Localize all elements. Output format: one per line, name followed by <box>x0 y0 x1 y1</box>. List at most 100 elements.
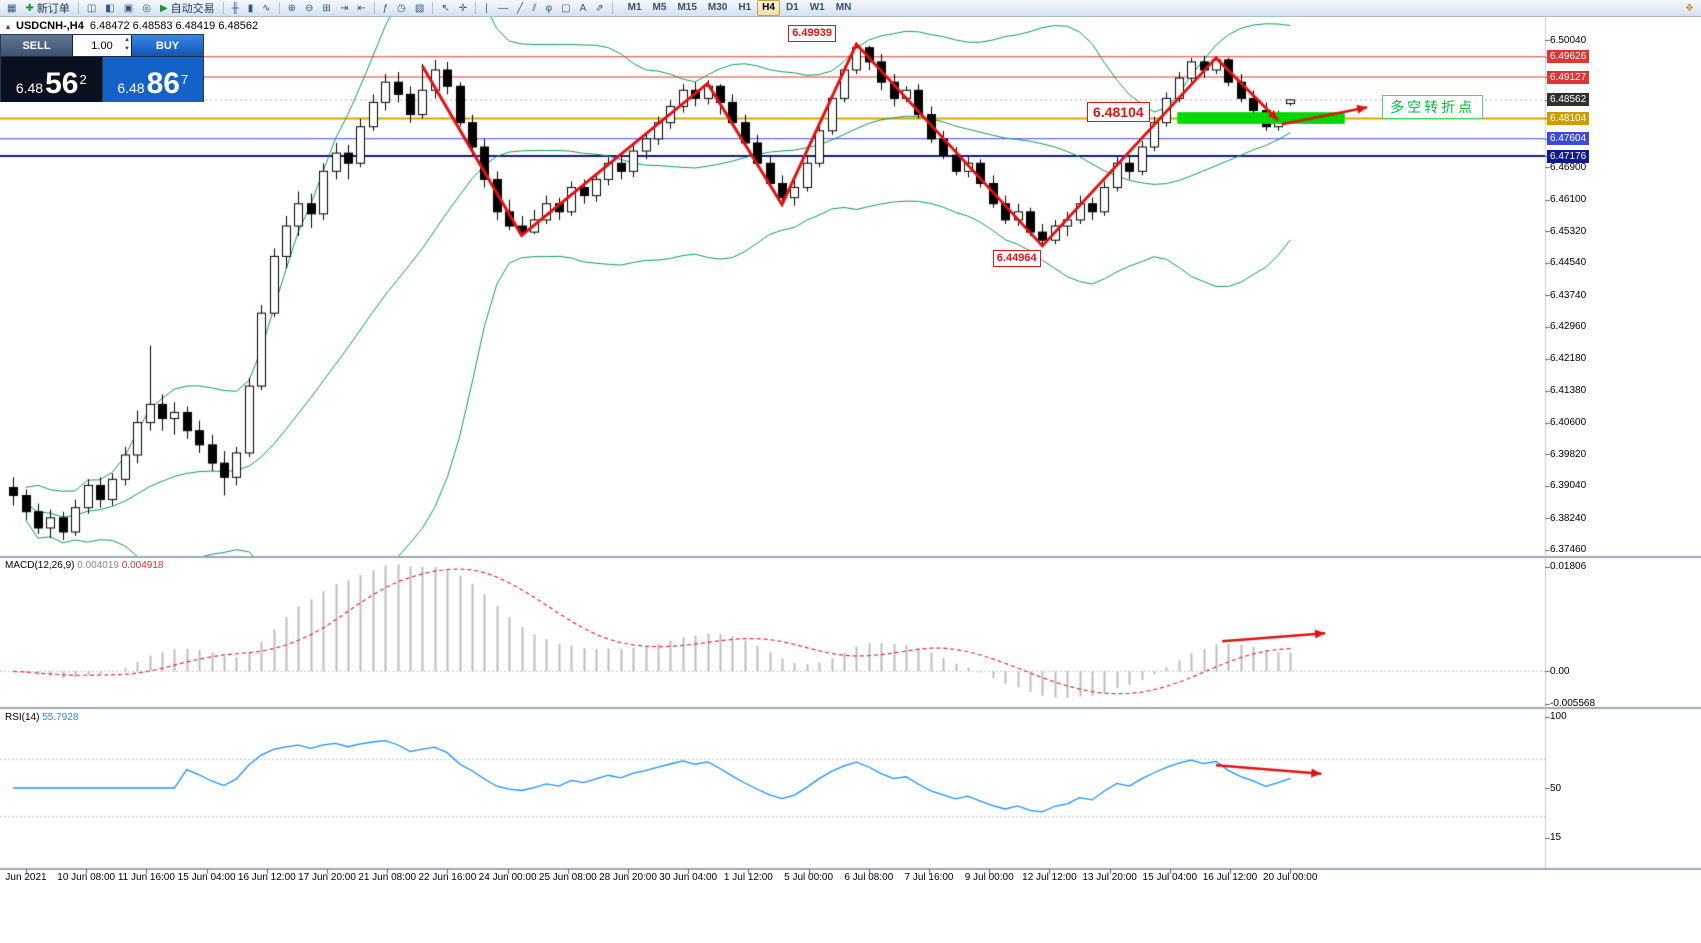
navigator-icon[interactable]: ◧ <box>101 0 118 17</box>
volume-stepper-down-icon[interactable]: ▼ <box>124 46 130 52</box>
timeframe-group: M1 M5 M15 M30 H1 H4 D1 W1 MN <box>623 0 857 16</box>
macd-name: MACD(12,26,9) <box>5 560 75 571</box>
periods-icon: ◷ <box>397 2 406 14</box>
trade-panel-header: SELL 1.00 ▲ ▼ BUY <box>1 35 203 57</box>
bar-chart-icon: ╫ <box>231 2 239 14</box>
zoom-in-icon: ⊕ <box>287 2 297 14</box>
buy-button[interactable]: BUY <box>132 35 203 56</box>
buy-price-big: 86 <box>146 67 180 100</box>
rsi-value: 55.7928 <box>42 712 79 723</box>
navigator-icon: ◧ <box>105 2 115 14</box>
timeframe-h4[interactable]: H4 <box>757 0 780 16</box>
one-click-trading-panel: SELL 1.00 ▲ ▼ BUY 6.48 56 2 6.48 86 7 <box>0 34 204 102</box>
toolbar-button-label: 自动交易 <box>170 3 215 15</box>
symbol-bar: ▴ USDCNH-,H4 6.48472 6.48583 6.48419 6.4… <box>6 20 258 32</box>
indicators-icon: ƒ <box>382 2 389 14</box>
templates-icon[interactable]: ▧ <box>411 0 428 17</box>
sell-price-sup: 2 <box>79 72 87 87</box>
buy-price-sup: 7 <box>180 72 189 87</box>
macd-indicator-label: MACD(12,26,9) 0.004019 0.004918 <box>5 560 163 571</box>
volume-stepper: ▲ ▼ <box>124 36 130 54</box>
timeframe-m1[interactable]: M1 <box>627 2 642 13</box>
trendline-icon: ╱ <box>517 2 524 14</box>
channel-icon: ⫽ <box>532 2 537 14</box>
community-icon[interactable]: ❖ <box>1681 0 1698 17</box>
timeframe-m30[interactable]: M30 <box>707 2 728 13</box>
tile-windows-icon: ⊞ <box>322 2 331 14</box>
templates-icon: ▧ <box>414 2 425 14</box>
buy-price-main: 6.48 <box>117 80 145 96</box>
vertical-line-icon[interactable]: ∣ <box>480 0 493 17</box>
macd-value-2: 0.004918 <box>121 560 164 571</box>
toolbar-button-label: 新订单 <box>36 3 70 15</box>
macd-value-1: 0.004019 <box>77 560 119 571</box>
toolbar-separator <box>475 2 477 14</box>
line-chart-icon: ∿ <box>262 2 271 14</box>
chart-shift-icon[interactable]: ⇤ <box>353 0 369 17</box>
indicators-icon[interactable]: ƒ <box>379 0 393 17</box>
toolbar-separator <box>77 2 79 14</box>
bar-chart-icon[interactable]: ╫ <box>228 0 243 17</box>
strategy-tester-icon[interactable]: ◎ <box>138 0 155 17</box>
new-chart-icon: ▦ <box>7 2 17 14</box>
zoom-out-icon[interactable]: ⊖ <box>301 0 317 17</box>
zoom-in-icon[interactable]: ⊕ <box>284 0 300 17</box>
volume-value: 1.00 <box>91 39 113 52</box>
horizontal-line-icon[interactable]: ― <box>494 0 512 17</box>
candlestick-chart-icon: ▮ <box>247 2 254 14</box>
toolbar: ▦ ✚ 新订单 ◫ ◧ ▣ ◎ ▶ 自动交易 ╫ ▮ ∿ ⊕ ⊖ ⊞ ⇥ ⇤ ƒ ◷ ▧ ↖ ✛ ∣ ― ╱ ⫽ φ ▢ A ⇗ M1 M5 M… <box>0 0 1701 17</box>
periods-icon[interactable]: ◷ <box>393 0 410 17</box>
timeframe-d1[interactable]: D1 <box>785 2 799 13</box>
fibonacci-icon[interactable]: φ <box>542 0 556 17</box>
timeframe-m15[interactable]: M15 <box>677 2 697 13</box>
shapes-icon[interactable]: ▢ <box>557 0 574 17</box>
market-watch-icon[interactable]: ◫ <box>83 0 100 17</box>
toolbar-separator <box>611 2 613 14</box>
volume-stepper-up-icon[interactable]: ▲ <box>124 37 130 43</box>
rsi-name: RSI(14) <box>5 712 40 723</box>
community-icon: ❖ <box>1685 2 1694 14</box>
timeframe-m5[interactable]: M5 <box>652 2 667 13</box>
terminal-icon: ▣ <box>123 2 134 14</box>
autotrading-icon: ▶ <box>159 2 168 14</box>
strategy-tester-icon: ◎ <box>142 2 151 14</box>
shapes-icon: ▢ <box>561 2 571 14</box>
trendline-icon[interactable]: ╱ <box>513 0 527 17</box>
candlestick-chart-icon[interactable]: ▮ <box>244 0 258 17</box>
market-watch-icon: ◫ <box>86 2 97 14</box>
auto-scroll-icon: ⇥ <box>339 2 349 14</box>
new-order-icon: ✚ <box>25 2 34 14</box>
cursor-icon[interactable]: ↖ <box>437 0 453 17</box>
sell-price-big: 56 <box>45 67 79 100</box>
volume-input[interactable]: 1.00 ▲ ▼ <box>73 35 132 56</box>
timeframe-w1[interactable]: W1 <box>809 2 825 13</box>
autotrading-button[interactable]: ▶ 自动交易 <box>156 0 219 17</box>
fibonacci-icon: φ <box>545 2 553 14</box>
tile-windows-icon[interactable]: ⊞ <box>318 0 334 17</box>
buy-price-button[interactable]: 6.48 86 7 <box>102 57 203 102</box>
chart-symbol-title: USDCNH-,H4 <box>16 20 84 32</box>
oneclick-collapse-icon[interactable]: ▴ <box>6 21 11 31</box>
arrows-icon[interactable]: ⇗ <box>591 0 607 17</box>
sell-button[interactable]: SELL <box>1 35 73 56</box>
new-order-button[interactable]: ✚ 新订单 <box>21 0 73 17</box>
zoom-out-icon: ⊖ <box>305 2 314 14</box>
sell-price-button[interactable]: 6.48 56 2 <box>1 57 103 102</box>
trade-panel-prices: 6.48 56 2 6.48 86 7 <box>1 57 203 102</box>
timeframe-h1[interactable]: H1 <box>738 2 752 13</box>
toolbar-separator <box>373 2 375 14</box>
text-icon: A <box>579 2 587 14</box>
terminal-icon[interactable]: ▣ <box>120 0 137 17</box>
new-chart-icon[interactable]: ▦ <box>3 0 20 17</box>
timeframe-mn[interactable]: MN <box>835 2 852 13</box>
line-chart-icon[interactable]: ∿ <box>258 0 274 17</box>
auto-scroll-icon[interactable]: ⇥ <box>336 0 352 17</box>
vertical-line-icon: ∣ <box>484 2 490 14</box>
text-icon[interactable]: A <box>576 0 591 17</box>
toolbar-separator <box>222 2 224 14</box>
crosshair-icon: ✛ <box>458 2 468 14</box>
crosshair-icon[interactable]: ✛ <box>455 0 471 17</box>
channel-icon[interactable]: ⫽ <box>528 0 540 17</box>
